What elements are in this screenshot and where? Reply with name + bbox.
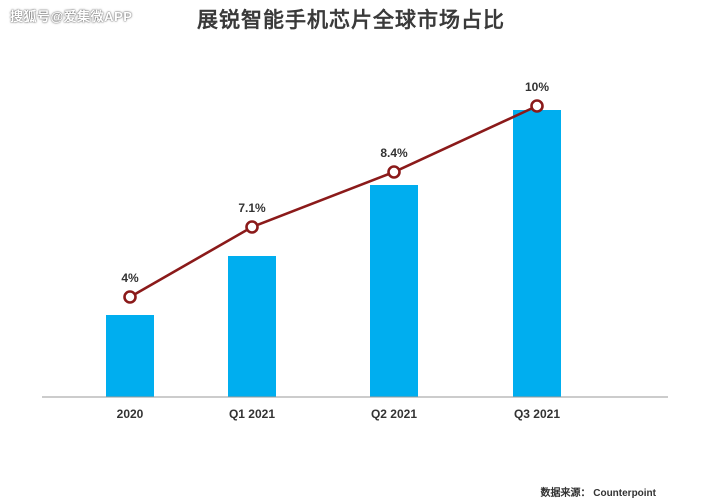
x-tick-label: Q1 2021	[229, 407, 275, 421]
line-point	[530, 99, 544, 113]
line-point	[123, 290, 137, 304]
source-label: 数据来源：	[540, 488, 591, 499]
data-label: 4%	[121, 271, 139, 285]
bar-q1-2021	[228, 256, 276, 397]
bar-q3-2021	[513, 110, 561, 397]
source-name: Counterpoint	[593, 488, 656, 499]
data-label: 10%	[525, 80, 549, 94]
line-point	[387, 165, 401, 179]
watermark: 搜狐号@爱集微APP	[10, 9, 133, 24]
bar-q2-2021	[370, 185, 418, 397]
share-line	[129, 104, 538, 299]
x-tick-label: Q3 2021	[514, 407, 560, 421]
data-label: 8.4%	[380, 146, 408, 160]
chart-title: 展锐智能手机芯片全球市场占比	[197, 9, 505, 32]
x-tick-label: Q2 2021	[371, 407, 417, 421]
source-note: 数据来源： Counterpoint	[540, 484, 656, 499]
data-label: 7.1%	[238, 201, 266, 215]
line-point	[245, 220, 259, 234]
x-tick-label: 2020	[117, 407, 144, 421]
bar-2020	[106, 315, 154, 397]
